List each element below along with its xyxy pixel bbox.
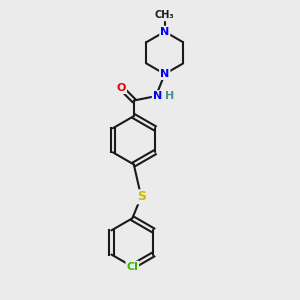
Text: N: N (160, 69, 169, 79)
Text: Cl: Cl (126, 262, 138, 272)
Text: N: N (153, 91, 162, 101)
Text: S: S (137, 190, 146, 203)
Text: N: N (160, 69, 169, 79)
Text: O: O (117, 83, 126, 93)
Text: CH₃: CH₃ (155, 11, 175, 20)
Text: N: N (160, 27, 169, 37)
Text: H: H (164, 91, 174, 101)
